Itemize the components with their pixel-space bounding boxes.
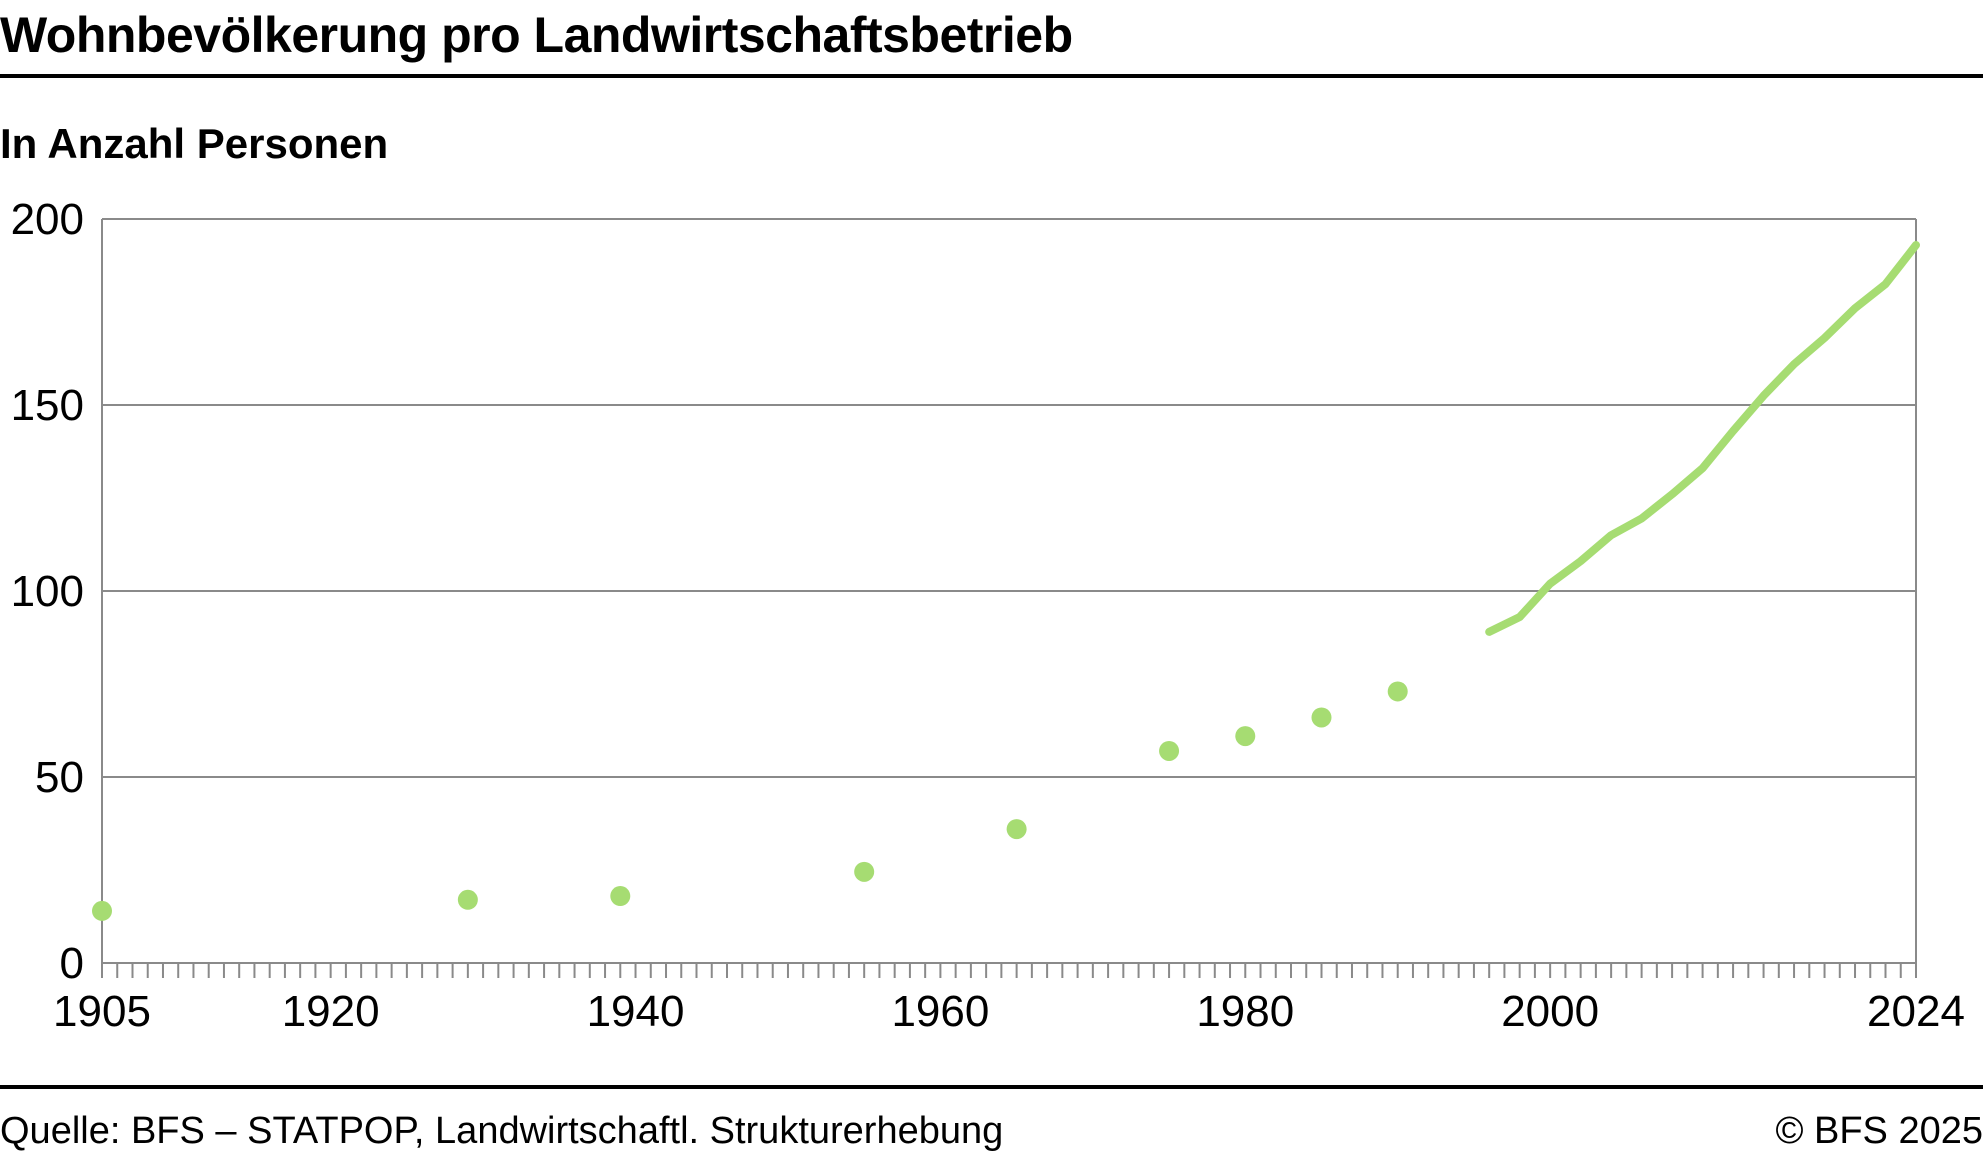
y-tick-label-50: 50 xyxy=(35,753,84,802)
y-tick-label-150: 150 xyxy=(11,381,84,430)
data-point-1985 xyxy=(1311,707,1332,728)
copyright-note: © BFS 2025 xyxy=(1775,1110,1983,1152)
footer-rule xyxy=(0,1085,1983,1089)
chart-title: Wohnbevölkerung pro Landwirtschaftsbetri… xyxy=(0,7,1073,63)
x-tick-label-2000: 2000 xyxy=(1501,987,1599,1036)
x-tick-label-1980: 1980 xyxy=(1196,987,1294,1036)
x-tick-label-1920: 1920 xyxy=(282,987,380,1036)
data-point-1955 xyxy=(854,861,875,882)
data-point-1905 xyxy=(92,900,112,921)
x-tick-label-1905: 1905 xyxy=(53,987,151,1036)
data-point-1975 xyxy=(1159,740,1180,761)
line-chart: 0 50 100 150 200 1905 1920 1940 1960 1980 2000 2024 xyxy=(11,195,1965,1036)
title-rule xyxy=(0,74,1983,78)
data-point-1980 xyxy=(1235,726,1256,747)
series-line-1 xyxy=(1485,241,1920,636)
x-tick-label-2024: 2024 xyxy=(1867,987,1965,1036)
y-tick-label-100: 100 xyxy=(11,567,84,616)
x-tick-label-1960: 1960 xyxy=(891,987,989,1036)
chart-subtitle: In Anzahl Personen xyxy=(0,120,389,167)
source-note: Quelle: BFS – STATPOP, Landwirtschaftl. … xyxy=(0,1110,1004,1152)
x-tick-label-1940: 1940 xyxy=(587,987,685,1036)
data-point-1990 xyxy=(1387,681,1408,702)
y-tick-label-0: 0 xyxy=(60,939,84,988)
data-point-1939 xyxy=(610,886,631,907)
data-point-1965 xyxy=(1006,819,1027,840)
data-point-1929 xyxy=(457,889,478,910)
y-tick-label-200: 200 xyxy=(11,195,84,244)
